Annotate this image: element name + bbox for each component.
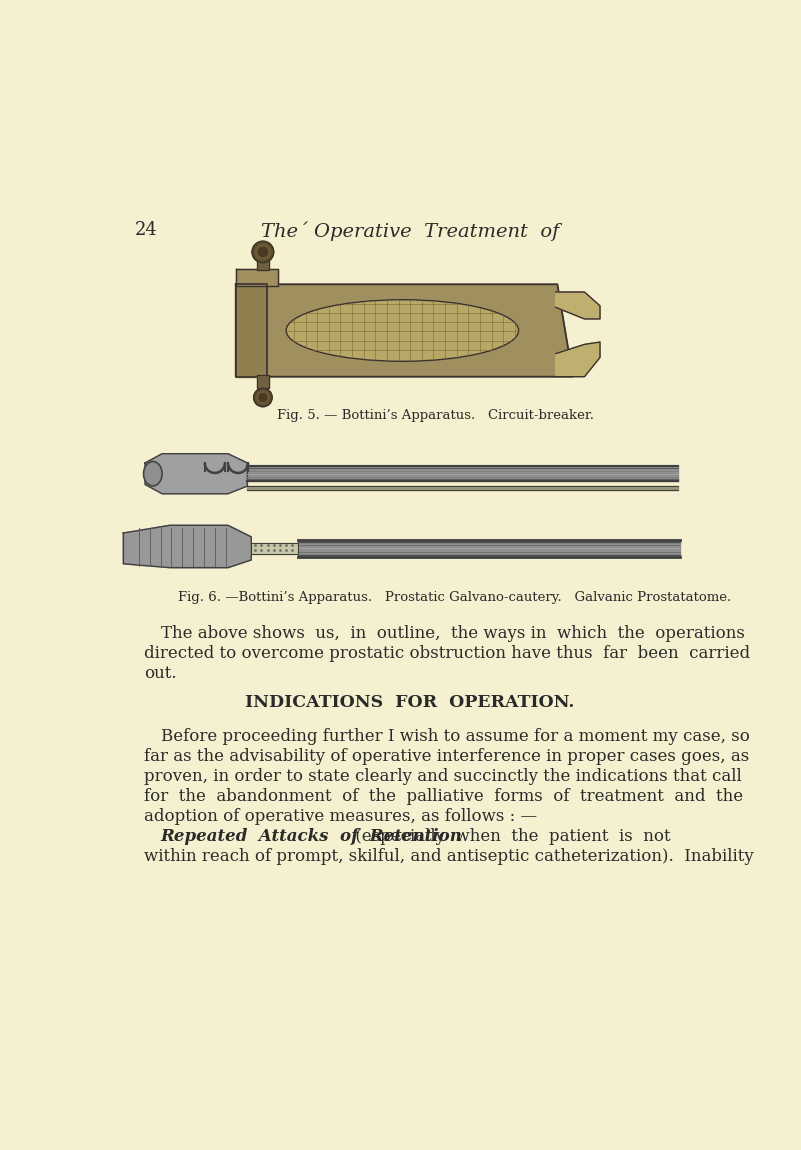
Text: Fig. 6. —Bottini’s Apparatus.   Prostatic Galvano-cautery.   Galvanic Prostatato: Fig. 6. —Bottini’s Apparatus. Prostatic … <box>178 591 731 604</box>
Polygon shape <box>123 526 252 568</box>
Text: The above shows  us,  in  outline,  the ways in  which  the  operations: The above shows us, in outline, the ways… <box>160 624 744 642</box>
Text: Repeated  Attacks  of  Retention: Repeated Attacks of Retention <box>160 828 462 845</box>
Circle shape <box>258 247 268 256</box>
Polygon shape <box>248 486 678 490</box>
Polygon shape <box>235 269 279 286</box>
Circle shape <box>259 393 267 401</box>
Polygon shape <box>235 284 267 377</box>
Text: far as the advisability of operative interference in proper cases goes, as: far as the advisability of operative int… <box>144 748 750 765</box>
Ellipse shape <box>143 461 162 486</box>
Polygon shape <box>252 543 298 554</box>
Polygon shape <box>256 258 269 270</box>
Polygon shape <box>298 540 680 557</box>
Polygon shape <box>556 292 600 319</box>
Text: for  the  abandonment  of  the  palliative  forms  of  treatment  and  the: for the abandonment of the palliative fo… <box>144 788 743 805</box>
Text: directed to overcome prostatic obstruction have thus  far  been  carried: directed to overcome prostatic obstructi… <box>144 645 751 661</box>
Text: Fig. 5. — Bottini’s Apparatus.   Circuit-breaker.: Fig. 5. — Bottini’s Apparatus. Circuit-b… <box>277 409 594 422</box>
Text: adoption of operative measures, as follows : —: adoption of operative measures, as follo… <box>144 808 537 825</box>
Text: The´ Operative  Treatment  of: The´ Operative Treatment of <box>261 221 559 240</box>
Text: out.: out. <box>144 665 177 682</box>
Polygon shape <box>256 375 269 389</box>
Text: INDICATIONS  FOR  OPERATION.: INDICATIONS FOR OPERATION. <box>245 693 575 711</box>
Text: (especially  when  the  patient  is  not: (especially when the patient is not <box>351 828 671 845</box>
Text: proven, in order to state clearly and succinctly the indications that call: proven, in order to state clearly and su… <box>144 768 742 784</box>
Polygon shape <box>556 342 600 377</box>
Circle shape <box>254 389 272 407</box>
Text: Before proceeding further I wish to assume for a moment my case, so: Before proceeding further I wish to assu… <box>160 728 750 745</box>
Ellipse shape <box>146 463 160 484</box>
Ellipse shape <box>286 300 518 361</box>
Polygon shape <box>248 466 678 482</box>
Circle shape <box>252 242 274 262</box>
Circle shape <box>256 391 269 404</box>
Polygon shape <box>145 454 248 493</box>
Text: 24: 24 <box>135 221 158 239</box>
Text: within reach of prompt, skilful, and antiseptic catheterization).  Inability: within reach of prompt, skilful, and ant… <box>144 848 754 865</box>
Circle shape <box>256 244 271 260</box>
Polygon shape <box>235 284 573 377</box>
